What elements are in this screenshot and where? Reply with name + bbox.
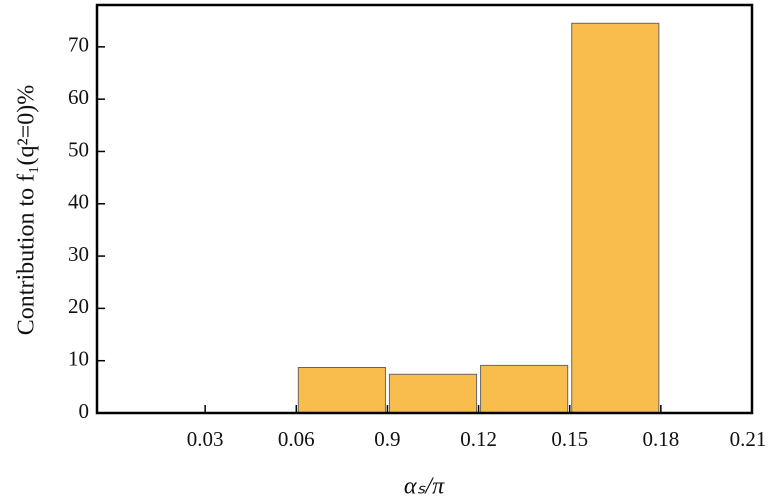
y-tick-label: 60 <box>68 85 89 109</box>
x-tick-label: 0.06 <box>278 427 315 451</box>
x-tick-label: 0.18 <box>642 427 679 451</box>
y-tick-label: 70 <box>68 33 89 57</box>
plot-frame <box>95 3 754 415</box>
y-tick-label: 10 <box>68 347 89 371</box>
bar <box>388 373 478 414</box>
x-tick-label: 0.15 <box>551 427 588 451</box>
bar <box>480 364 569 414</box>
y-tick-label: 0 <box>79 399 90 423</box>
y-tick-label: 20 <box>68 294 89 318</box>
x-tick-label: 0.03 <box>187 427 224 451</box>
x-tick-label: 0.21 <box>730 427 767 451</box>
y-axis-label: Contribution to f₁(q²=0)% <box>14 85 40 335</box>
x-tick-label: 0.9 <box>374 427 400 451</box>
x-tick-label: 0.12 <box>460 427 497 451</box>
y-tick-label: 40 <box>68 190 89 214</box>
bar <box>571 22 660 414</box>
y-tick-label: 50 <box>68 137 89 161</box>
x-axis-label: αₛ/π <box>404 474 445 500</box>
bar <box>297 366 386 414</box>
y-tick-label: 30 <box>68 242 89 266</box>
